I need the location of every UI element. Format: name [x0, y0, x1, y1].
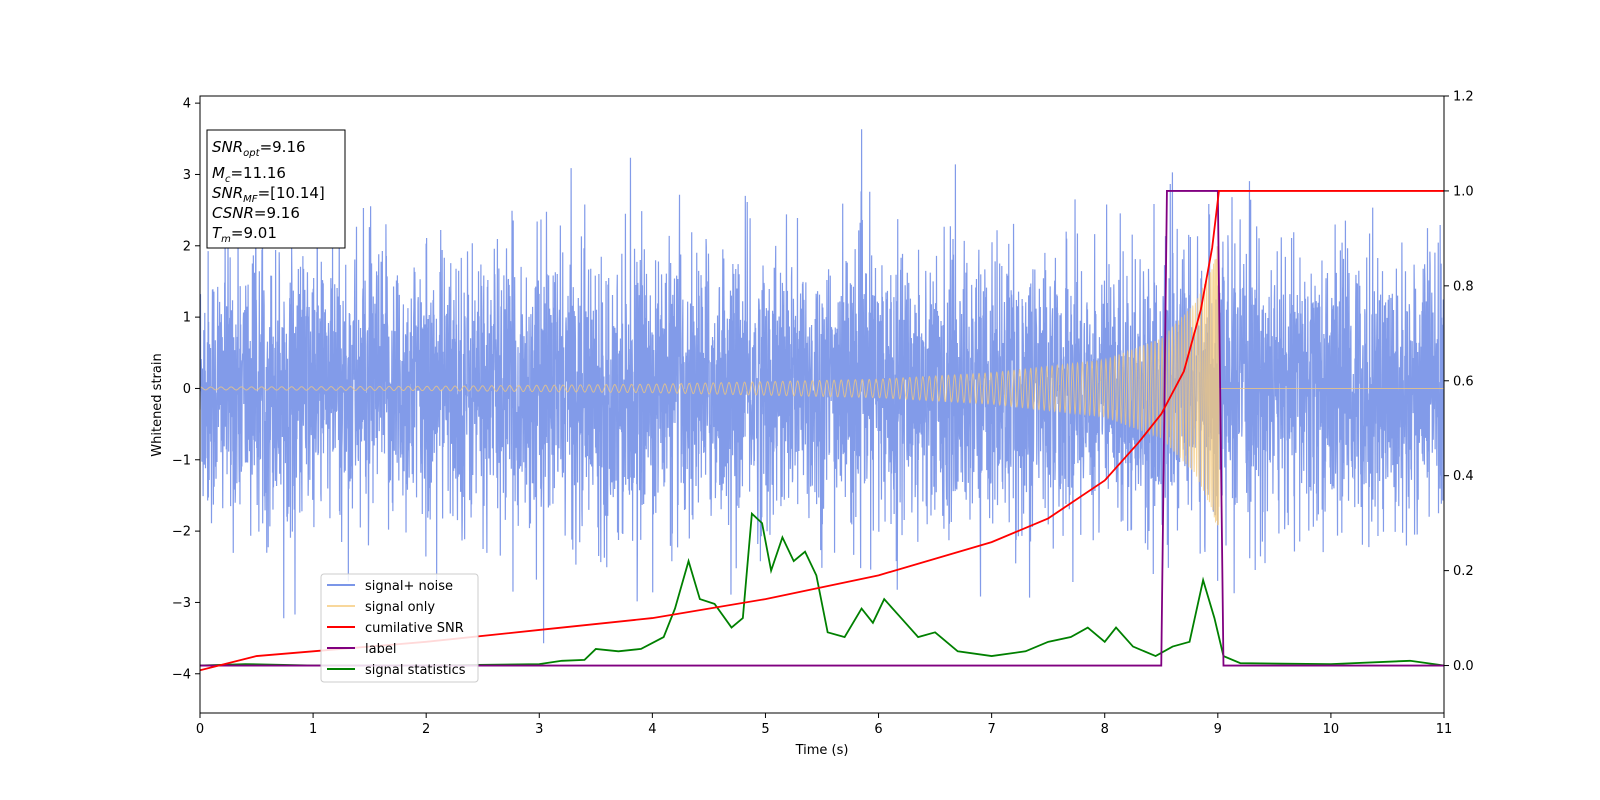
x-tick-label: 8: [1101, 722, 1109, 737]
y-right-tick-label: 0.4: [1453, 469, 1474, 484]
annotation-frame: [206, 129, 346, 249]
legend-frame: [320, 573, 479, 683]
y-axis-label: Whitened strain: [150, 353, 165, 456]
y-axis-left: −4 −3 −2 −1 0 1 2 3 4: [172, 97, 200, 682]
y-left-tick-label: 2: [183, 239, 191, 254]
annotation-snr-mf: SNRMF=[10.14]: [212, 184, 325, 205]
x-axis-label: Time (s): [795, 743, 849, 758]
annotation-mc: Mc=11.16: [212, 164, 286, 185]
plot-frame: [199, 95, 1445, 714]
x-tick-label: 4: [648, 722, 656, 737]
x-tick-label: 0: [196, 722, 204, 737]
series-signal-plus-noise-line: [200, 129, 1444, 644]
y-left-tick-label: 0: [183, 382, 191, 397]
x-tick-label: 7: [987, 722, 995, 737]
x-axis: 0 1 2 3 4 5 6 7 8 9 10 11: [196, 713, 1452, 737]
x-tick-label: 3: [535, 722, 543, 737]
y-right-tick-label: 1.0: [1453, 184, 1474, 199]
series-label-line: [200, 190, 1444, 667]
x-tick-label: 6: [874, 722, 882, 737]
stats-annotation-box: SNRopt=9.16 Mc=11.16 SNRMF=[10.14] CSNR=…: [206, 129, 346, 249]
y-right-tick-label: 0.2: [1453, 564, 1474, 579]
x-tick-label: 11: [1436, 722, 1453, 737]
series-signal-only-line: [200, 246, 1444, 526]
x-tick-label: 5: [761, 722, 769, 737]
y-left-tick-label: −1: [172, 453, 191, 468]
y-left-tick-label: −3: [172, 596, 191, 611]
annotation-tm: Tm=9.01: [212, 224, 277, 245]
legend-label-cumilative-snr: cumilative SNR: [365, 621, 464, 636]
series-signal-statistics-line: [200, 511, 1444, 667]
x-tick-label: 2: [422, 722, 430, 737]
y-left-tick-label: −4: [172, 667, 191, 682]
series-layer: [200, 129, 1444, 672]
x-tick-label: 9: [1214, 722, 1222, 737]
y-axis-right: 0.0 0.2 0.4 0.6 0.8 1.0 1.2: [1444, 90, 1474, 674]
y-right-tick-label: 0.0: [1453, 659, 1474, 674]
y-left-tick-label: 3: [183, 168, 191, 183]
y-left-tick-label: 1: [183, 311, 191, 326]
y-right-tick-label: 0.8: [1453, 279, 1474, 294]
y-left-tick-label: 4: [183, 97, 191, 112]
legend-label-signal-statistics: signal statistics: [365, 663, 466, 678]
y-left-tick-label: −2: [172, 525, 191, 540]
y-right-tick-label: 0.6: [1453, 374, 1474, 389]
x-tick-label: 10: [1323, 722, 1340, 737]
x-tick-label: 1: [309, 722, 317, 737]
annotation-csnr: CSNR=9.16: [212, 204, 300, 222]
annotation-snr-opt: SNRopt=9.16: [212, 138, 306, 159]
legend-label-signal-only: signal only: [365, 600, 435, 615]
y-right-tick-label: 1.2: [1453, 90, 1474, 105]
legend-label-label: label: [365, 642, 396, 657]
legend-label-signal-plus-noise: signal+ noise: [365, 579, 453, 594]
chart-legend: signal+ noise signal only cumilative SNR…: [320, 573, 479, 683]
